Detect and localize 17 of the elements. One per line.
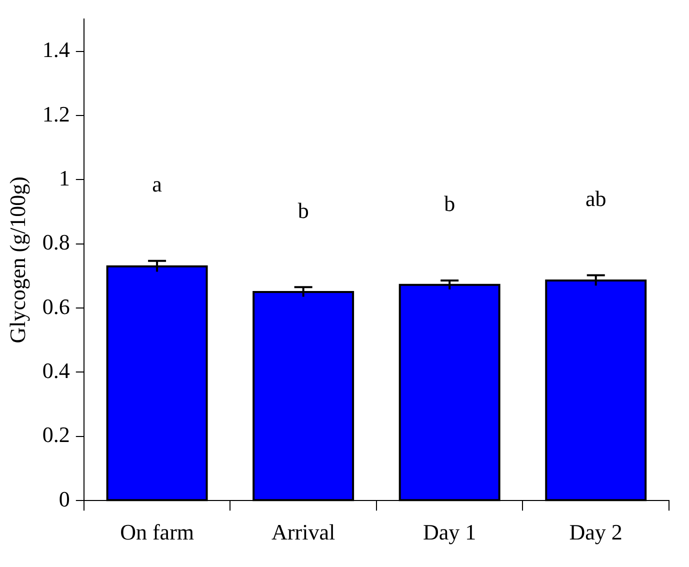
annotation: ab xyxy=(585,186,606,212)
x-tick-label: Arrival xyxy=(272,520,336,545)
y-tick-label: 1.2 xyxy=(42,101,70,126)
annotation: b xyxy=(444,191,456,216)
y-tick-label: 1.4 xyxy=(42,37,70,62)
x-tick-label: Day 1 xyxy=(423,520,476,545)
annotation: a xyxy=(152,172,162,197)
x-tick-label: Day 2 xyxy=(569,520,622,545)
y-tick-label: 1 xyxy=(58,165,70,190)
annotation: b xyxy=(298,198,309,223)
y-tick-label: 0.6 xyxy=(42,294,70,319)
x-tick-label: On farm xyxy=(120,520,194,545)
y-tick-label: 0 xyxy=(58,486,70,512)
y-tick-label: 0.2 xyxy=(42,422,70,448)
y-axis-title: Glycogen (g/100g) xyxy=(4,176,30,344)
y-tick-label: 0.8 xyxy=(42,230,70,255)
y-tick-label: 0.4 xyxy=(42,358,70,384)
